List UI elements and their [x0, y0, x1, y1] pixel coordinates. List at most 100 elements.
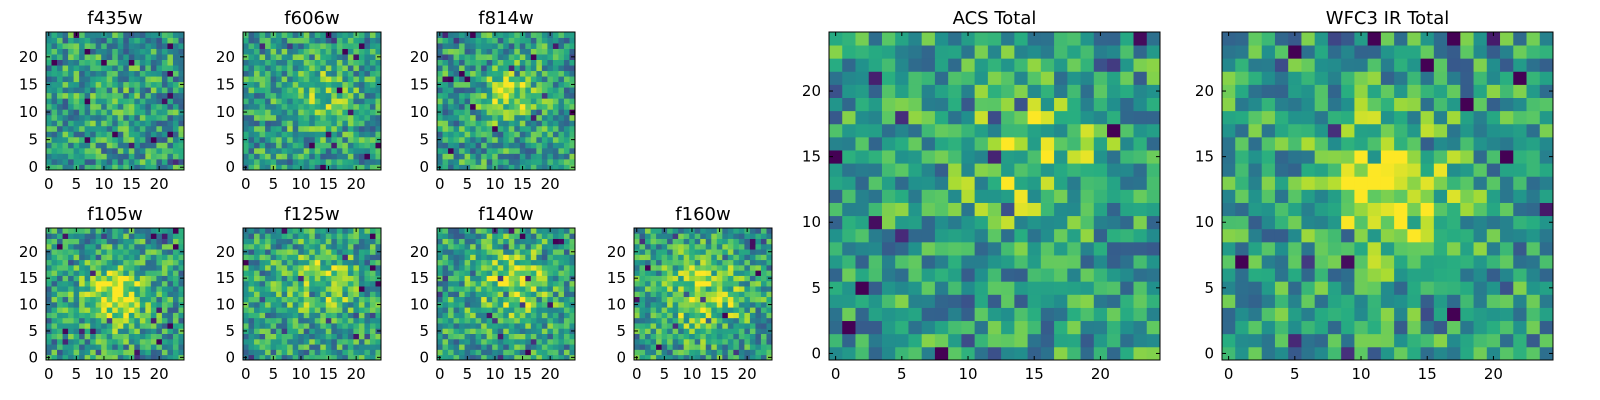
heatmap-cell: [525, 228, 532, 234]
heatmap-cell: [1133, 268, 1148, 282]
heatmap-cell: [530, 142, 537, 149]
heatmap-cell: [749, 286, 756, 292]
heatmap-cell: [683, 338, 690, 345]
heatmap-cell: [855, 268, 870, 282]
heatmap-cell: [1120, 307, 1134, 322]
heatmap-cell: [347, 120, 354, 127]
heatmap-cell: [172, 333, 179, 340]
heatmap-cell: [84, 312, 91, 319]
heatmap-cell: [101, 286, 108, 292]
heatmap-cell: [536, 243, 543, 250]
heatmap-cell: [558, 354, 565, 361]
heatmap-cell: [563, 280, 570, 287]
heatmap-cell: [508, 338, 515, 345]
heatmap-cell: [437, 312, 443, 319]
heatmap-cell: [178, 243, 185, 250]
heatmap-cell: [281, 301, 288, 308]
heatmap-cell: [112, 147, 119, 154]
heatmap-cell: [694, 286, 701, 292]
heatmap-cell: [530, 43, 537, 49]
heatmap-cell: [634, 238, 640, 245]
heatmap-cell: [314, 275, 321, 282]
heatmap-cell: [541, 70, 548, 77]
heatmap-cell: [453, 312, 460, 319]
heatmap-cell: [541, 307, 548, 313]
heatmap-cell: [254, 275, 260, 282]
heatmap-cell: [961, 333, 976, 348]
heatmap-cell: [749, 275, 756, 282]
heatmap-cell: [678, 270, 685, 276]
heatmap-cell: [525, 312, 532, 319]
heatmap-cell: [276, 254, 283, 261]
heatmap-cell: [525, 109, 532, 116]
heatmap-cell: [358, 280, 365, 287]
heatmap-cell: [722, 254, 729, 261]
heatmap-cell: [331, 131, 338, 138]
heatmap-cell: [79, 65, 86, 72]
heatmap-cell: [57, 114, 63, 121]
heatmap-cell: [475, 114, 482, 121]
heatmap-cell: [314, 92, 321, 99]
heatmap-cell: [442, 333, 449, 340]
heatmap-cell: [90, 238, 97, 245]
heatmap-cell: [1001, 281, 1015, 295]
heatmap-cell: [364, 131, 371, 138]
heatmap-cell: [145, 153, 152, 160]
heatmap-cell: [123, 296, 130, 303]
heatmap-cell: [117, 114, 124, 121]
heatmap-cell: [453, 249, 460, 255]
heatmap-cell: [276, 243, 283, 250]
heatmap-cell: [95, 54, 102, 60]
heatmap-cell: [369, 81, 376, 88]
heatmap-cell: [1014, 281, 1028, 295]
heatmap-cell: [525, 333, 532, 340]
heatmap-cell: [62, 301, 69, 308]
heatmap-cell: [453, 147, 460, 154]
heatmap-cell: [744, 259, 751, 266]
heatmap-cell: [514, 233, 521, 239]
heatmap-cell: [298, 307, 305, 313]
heatmap-cell: [101, 147, 108, 154]
heatmap-cell: [259, 76, 266, 83]
heatmap-cell: [492, 37, 499, 44]
heatmap-cell: [694, 312, 701, 319]
heatmap-cell: [492, 136, 499, 143]
heatmap-cell: [134, 98, 141, 105]
heatmap-cell: [62, 65, 69, 72]
heatmap-cell: [569, 270, 576, 276]
heatmap-cell: [536, 354, 543, 361]
heatmap-cells: [243, 32, 382, 171]
heatmap-cell: [705, 270, 712, 276]
heatmap-cell: [101, 259, 108, 266]
heatmap-cell: [314, 87, 321, 94]
heatmap-cell: [139, 43, 146, 49]
heatmap-cell: [347, 87, 354, 94]
heatmap-cell: [145, 114, 152, 121]
heatmap-cell: [353, 307, 360, 313]
heatmap-cell: [486, 131, 493, 138]
heatmap-cell: [325, 37, 332, 44]
heatmap-cell: [358, 275, 365, 282]
heatmap-cell: [492, 312, 499, 319]
heatmap-cell: [128, 103, 135, 110]
heatmap-cell: [314, 59, 321, 66]
heatmap-cell: [73, 43, 80, 49]
heatmap-cell: [749, 243, 756, 250]
heatmap-cell: [145, 344, 152, 350]
heatmap-cell: [829, 333, 843, 348]
heatmap-cell: [167, 164, 174, 171]
heatmap-cell: [908, 189, 923, 203]
y-tick-label: 15: [216, 75, 235, 93]
heatmap-cell: [287, 81, 294, 88]
heatmap-cell: [530, 291, 537, 298]
heatmap-cell: [503, 81, 510, 88]
heatmap-cell: [117, 76, 124, 83]
heatmap-cell: [448, 354, 454, 361]
heatmap-cell: [178, 43, 185, 49]
heatmap-cell: [475, 147, 482, 154]
heatmap-cell: [112, 238, 119, 245]
heatmap-cell: [172, 76, 179, 83]
heatmap-cell: [139, 254, 146, 261]
heatmap-cell: [309, 291, 316, 298]
heatmap-cell: [342, 153, 349, 160]
